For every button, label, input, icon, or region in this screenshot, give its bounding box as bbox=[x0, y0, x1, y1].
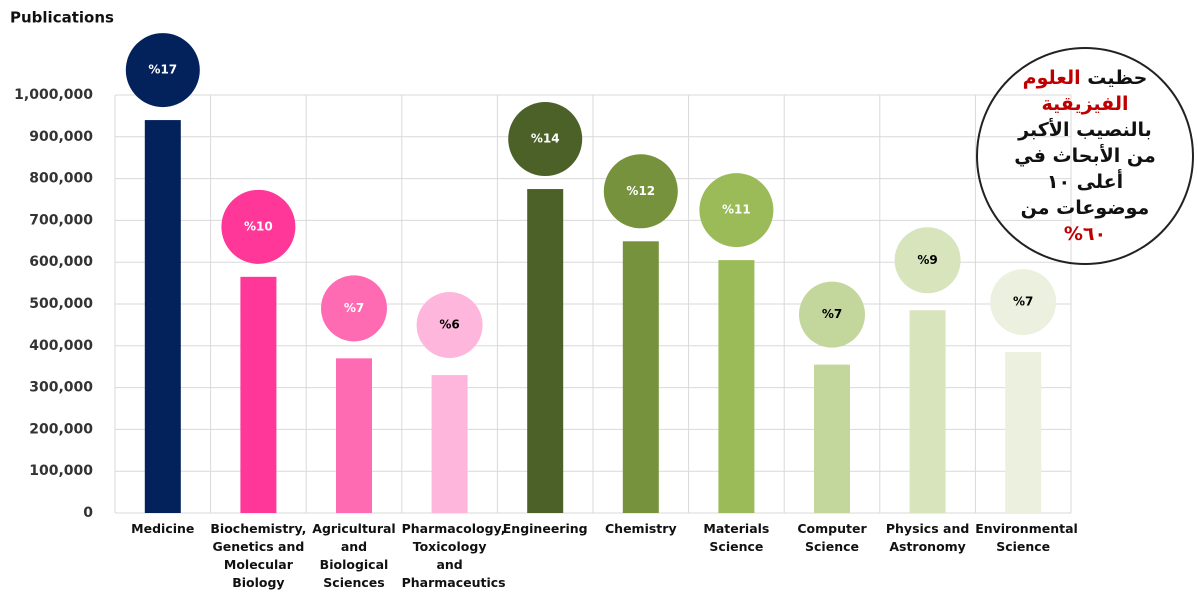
y-tick-label: 300,000 bbox=[29, 380, 93, 396]
share-label: %9 bbox=[917, 253, 937, 267]
x-tick-label: Pharmacology, Toxicology and Pharmaceuti… bbox=[401, 521, 506, 590]
y-tick-label: 100,000 bbox=[29, 463, 93, 479]
y-tick-label: 600,000 bbox=[29, 254, 93, 270]
share-label: %11 bbox=[722, 203, 751, 217]
share-label: %6 bbox=[439, 318, 459, 332]
share-bubble bbox=[221, 189, 296, 264]
x-tick-label: Materials Science bbox=[703, 521, 770, 554]
annotation-text: حظيت العلوم الفيزيقية بالنصيب الأكبر من … bbox=[1012, 65, 1158, 247]
x-tick-label: Medicine bbox=[131, 521, 195, 536]
y-tick-label: 1,000,000 bbox=[14, 87, 93, 103]
share-bubble bbox=[321, 275, 387, 342]
annotation-highlight: ٦٠% bbox=[1063, 223, 1107, 245]
x-tick-label: Agricultural and Biological Sciences bbox=[312, 521, 396, 590]
x-tick-label: Physics and Astronomy bbox=[885, 521, 970, 554]
bar bbox=[240, 276, 277, 513]
annotation-part: حظيت bbox=[1080, 67, 1148, 89]
bar bbox=[527, 189, 564, 514]
annotation-highlight: العلوم الفيزيقية bbox=[1022, 67, 1129, 115]
share-label: %10 bbox=[244, 219, 273, 233]
y-tick-label: 700,000 bbox=[29, 212, 93, 228]
bar bbox=[622, 241, 659, 514]
x-tick-label: Computer Science bbox=[797, 521, 867, 554]
share-bubble bbox=[125, 33, 200, 108]
bar bbox=[909, 310, 946, 513]
share-bubble bbox=[990, 269, 1057, 336]
y-tick-label: 200,000 bbox=[29, 421, 93, 437]
share-bubble bbox=[799, 281, 865, 348]
y-tick-label: 0 bbox=[83, 505, 93, 521]
x-tick-label: Chemistry bbox=[605, 521, 677, 536]
share-bubble bbox=[699, 173, 774, 248]
x-tick-label: Biochemistry, Genetics and Molecular Bio… bbox=[210, 521, 307, 590]
bar bbox=[144, 120, 181, 513]
share-label: %17 bbox=[148, 63, 177, 77]
bar bbox=[718, 260, 755, 513]
x-tick-label: Engineering bbox=[502, 521, 588, 536]
share-bubble bbox=[603, 154, 678, 229]
bar bbox=[1005, 352, 1042, 513]
annotation: حظيت العلوم الفيزيقية بالنصيب الأكبر من … bbox=[976, 47, 1194, 265]
y-tick-label: 800,000 bbox=[29, 171, 93, 187]
y-tick-label: 900,000 bbox=[29, 129, 93, 145]
share-bubble bbox=[894, 227, 961, 294]
share-label: %7 bbox=[1013, 295, 1033, 309]
share-label: %7 bbox=[344, 301, 364, 315]
bar bbox=[336, 358, 372, 513]
share-bubble bbox=[416, 292, 483, 359]
x-tick-label: Environmental Science bbox=[975, 521, 1078, 554]
share-label: %7 bbox=[822, 307, 842, 321]
annotation-part: بالنصيب الأكبر من الأبحاث في أعلى ١٠ موض… bbox=[1014, 119, 1156, 219]
y-tick-label: 500,000 bbox=[29, 296, 93, 312]
share-label: %12 bbox=[626, 184, 655, 198]
y-tick-label: 400,000 bbox=[29, 338, 93, 354]
bar bbox=[814, 364, 850, 513]
share-bubble bbox=[508, 102, 583, 177]
bar bbox=[431, 375, 468, 513]
share-label: %14 bbox=[531, 132, 560, 146]
y-axis-label: Publications bbox=[10, 9, 114, 27]
